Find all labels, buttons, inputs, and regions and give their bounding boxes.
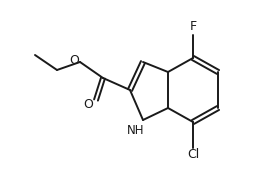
Text: NH: NH bbox=[127, 124, 145, 137]
Text: F: F bbox=[190, 20, 197, 33]
Text: Cl: Cl bbox=[187, 148, 199, 161]
Text: O: O bbox=[69, 54, 79, 67]
Text: O: O bbox=[83, 98, 93, 111]
